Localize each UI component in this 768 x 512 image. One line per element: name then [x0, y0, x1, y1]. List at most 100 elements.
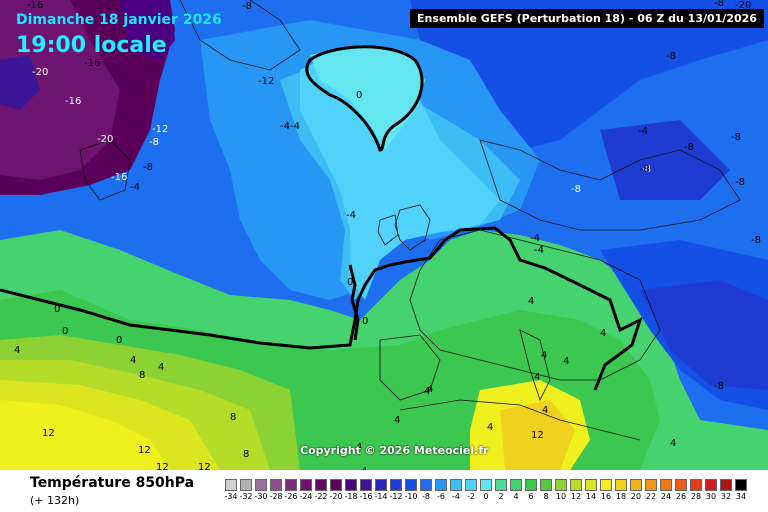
forecast-date: Dimanche 18 janvier 2026	[16, 12, 222, 28]
region-cold-patch	[0, 55, 40, 110]
scale-label: 24	[660, 492, 672, 501]
temperature-map: -16 -16 -20 -16 -20 -12 -12 -8 -16 -4 0 …	[0, 0, 768, 470]
north-africa-coast	[399, 399, 641, 441]
isotherm-value: 12	[531, 430, 544, 441]
scale-label: -10	[404, 492, 418, 501]
scale-label: 10	[555, 492, 567, 501]
italy-coast	[519, 329, 551, 402]
isotherm-value: 8	[230, 412, 236, 423]
isotherm-value: 4	[542, 405, 548, 416]
isotherm-value: -8	[143, 162, 153, 173]
scale-label: 6	[528, 492, 534, 501]
isotherm-value: -8	[714, 381, 724, 392]
coastlines	[79, 0, 741, 441]
region-east-colder	[640, 280, 768, 390]
scale-swatch	[465, 479, 477, 491]
scale-label: 30	[705, 492, 717, 501]
isotherm-value: -8	[684, 142, 694, 153]
scale-label: -32	[239, 492, 253, 501]
isotherm-value: 0	[347, 277, 353, 288]
scale-swatch	[330, 479, 342, 491]
scale-swatch	[645, 479, 657, 491]
isotherm-value: 4	[487, 422, 493, 433]
region-warm-yellow	[0, 400, 170, 470]
region-scand-cold	[600, 120, 730, 200]
isotherm-value: 4	[356, 442, 362, 453]
zero-isotherm-channel	[348, 264, 360, 341]
isotherm-value: -4-4	[280, 121, 300, 132]
scale-label: -6	[437, 492, 445, 501]
scale-swatch	[420, 479, 432, 491]
isotherm-value: 4	[14, 345, 20, 356]
isotherm-value: 4	[528, 296, 534, 307]
scale-label: -4	[452, 492, 460, 501]
isotherm-value: 12	[156, 462, 169, 470]
scale-swatch	[600, 479, 612, 491]
scale-label: 0	[483, 492, 489, 501]
isotherm-value: -8	[666, 51, 676, 62]
scale-swatch	[630, 479, 642, 491]
scale-swatch	[345, 479, 357, 491]
scale-swatch	[240, 479, 252, 491]
scale-label: -18	[344, 492, 358, 501]
zero-isotherm-iceland	[305, 45, 424, 152]
scale-swatch	[690, 479, 702, 491]
scale-swatch	[495, 479, 507, 491]
lead-time: (+ 132h)	[30, 494, 80, 507]
scale-label: -12	[389, 492, 403, 501]
scale-swatch	[360, 479, 372, 491]
isotherm-value: 0	[362, 316, 368, 327]
scale-swatch	[705, 479, 717, 491]
isotherm-value: 8	[243, 449, 249, 460]
scale-swatch	[540, 479, 552, 491]
isotherm-value: -4	[638, 126, 648, 137]
isotherm-value: -8	[640, 164, 650, 175]
scale-swatch	[315, 479, 327, 491]
scale-swatch	[585, 479, 597, 491]
variable-title: Température 850hPa	[30, 475, 195, 491]
isotherm-value: 12	[198, 462, 211, 470]
scale-label: 22	[645, 492, 657, 501]
isotherm-value: 4	[670, 438, 676, 449]
scale-label: 28	[690, 492, 702, 501]
scale-label: -34	[224, 492, 238, 501]
scale-swatch	[270, 479, 282, 491]
isotherm-value: 4	[424, 386, 430, 397]
scale-label: 2	[498, 492, 504, 501]
isotherm-value: 4	[427, 384, 433, 395]
isotherm-value: 0	[116, 335, 122, 346]
region-cyan	[300, 55, 500, 300]
isotherm-value: -8	[641, 164, 651, 175]
scale-swatch	[285, 479, 297, 491]
scale-swatch	[615, 479, 627, 491]
scale-label: 4	[513, 492, 519, 501]
scale-swatch	[510, 479, 522, 491]
isotherm-values: -16 -16 -20 -16 -20 -12 -12 -8 -16 -4 0 …	[14, 0, 761, 470]
isotherm-value: -20	[735, 0, 751, 11]
isotherm-value: 4	[541, 350, 547, 361]
isotherm-value: 8	[139, 370, 145, 381]
scale-swatch	[735, 479, 747, 491]
isotherm-value: -12	[152, 124, 168, 135]
isotherm-value: 4	[130, 355, 136, 366]
isotherm-value: -8	[751, 235, 761, 246]
scale-swatch	[660, 479, 672, 491]
scale-label: -28	[269, 492, 283, 501]
run-info-banner: Ensemble GEFS (Perturbation 18) - 06 Z d…	[410, 9, 764, 28]
scale-label: 12	[570, 492, 582, 501]
legend-bar: Température 850hPa (+ 132h) -34 -32 -30 -28…	[0, 470, 768, 512]
scale-label: -14	[374, 492, 388, 501]
isotherm-value: -16	[111, 172, 127, 183]
isotherm-value: 0	[356, 90, 362, 101]
isotherm-value: -4	[530, 233, 540, 244]
zero-isotherm-main	[0, 226, 643, 391]
isotherm-value: -4	[130, 182, 140, 193]
isotherm-value: -8	[731, 132, 741, 143]
isotherm-value: -16	[84, 58, 100, 69]
scale-label: 18	[615, 492, 627, 501]
greenland-east-coast	[179, 0, 301, 71]
isotherm-value: -16	[65, 96, 81, 107]
isotherm-value: 4	[361, 466, 367, 470]
map-svg: -16 -16 -20 -16 -20 -12 -12 -8 -16 -4 0 …	[0, 0, 768, 470]
